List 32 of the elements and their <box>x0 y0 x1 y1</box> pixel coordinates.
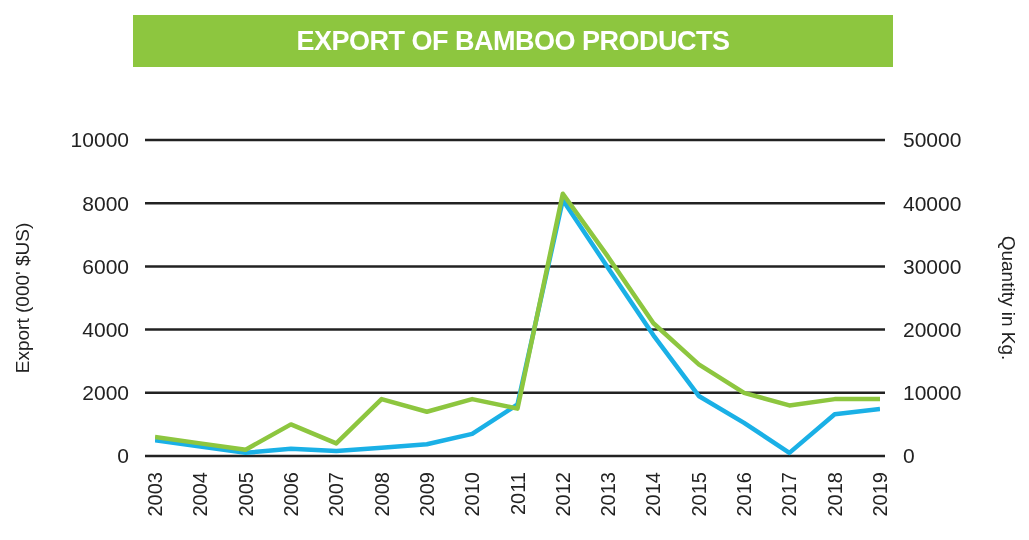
x-tick-label: 2007 <box>325 472 348 517</box>
x-tick-label: 2011 <box>506 472 529 516</box>
x-tick-label: 2004 <box>189 472 212 517</box>
x-tick-label: 2008 <box>370 472 393 517</box>
y2-tick-label: 40000 <box>903 191 962 215</box>
y-axis-title: Export (000' $US) <box>11 222 33 374</box>
x-tick-label: 2014 <box>642 472 665 517</box>
y2-tick-label: 50000 <box>903 128 962 152</box>
x-tick-label: 2005 <box>234 472 257 517</box>
y-tick-label: 4000 <box>82 318 129 342</box>
x-tick-label: 2017 <box>778 472 801 517</box>
x-tick-label: 2003 <box>144 472 166 517</box>
y2-tick-label: 0 <box>903 444 915 468</box>
y-tick-label: 10000 <box>70 128 129 152</box>
x-tick-label: 2006 <box>279 472 302 517</box>
y-tick-label: 6000 <box>82 254 129 278</box>
x-tick-label: 2019 <box>869 472 891 517</box>
y-tick-label: 0 <box>117 444 129 468</box>
x-tick-label: 2016 <box>733 472 756 517</box>
y-tick-label: 2000 <box>82 381 129 405</box>
x-tick-label: 2012 <box>551 472 574 517</box>
y2-tick-label: 30000 <box>903 254 962 278</box>
x-tick-label: 2018 <box>823 472 846 517</box>
y2-axis-title: Quantity in Kg. <box>997 235 1019 361</box>
y-tick-label: 8000 <box>82 191 129 215</box>
x-tick-label: 2015 <box>687 472 710 517</box>
x-tick-label: 2010 <box>461 472 484 517</box>
x-tick-label: 2013 <box>597 472 620 517</box>
chart-title: EXPORT OF BAMBOO PRODUCTS <box>133 15 893 67</box>
y2-tick-label: 10000 <box>903 381 962 405</box>
y2-tick-label: 20000 <box>903 318 962 342</box>
x-tick-label: 2009 <box>415 472 438 517</box>
